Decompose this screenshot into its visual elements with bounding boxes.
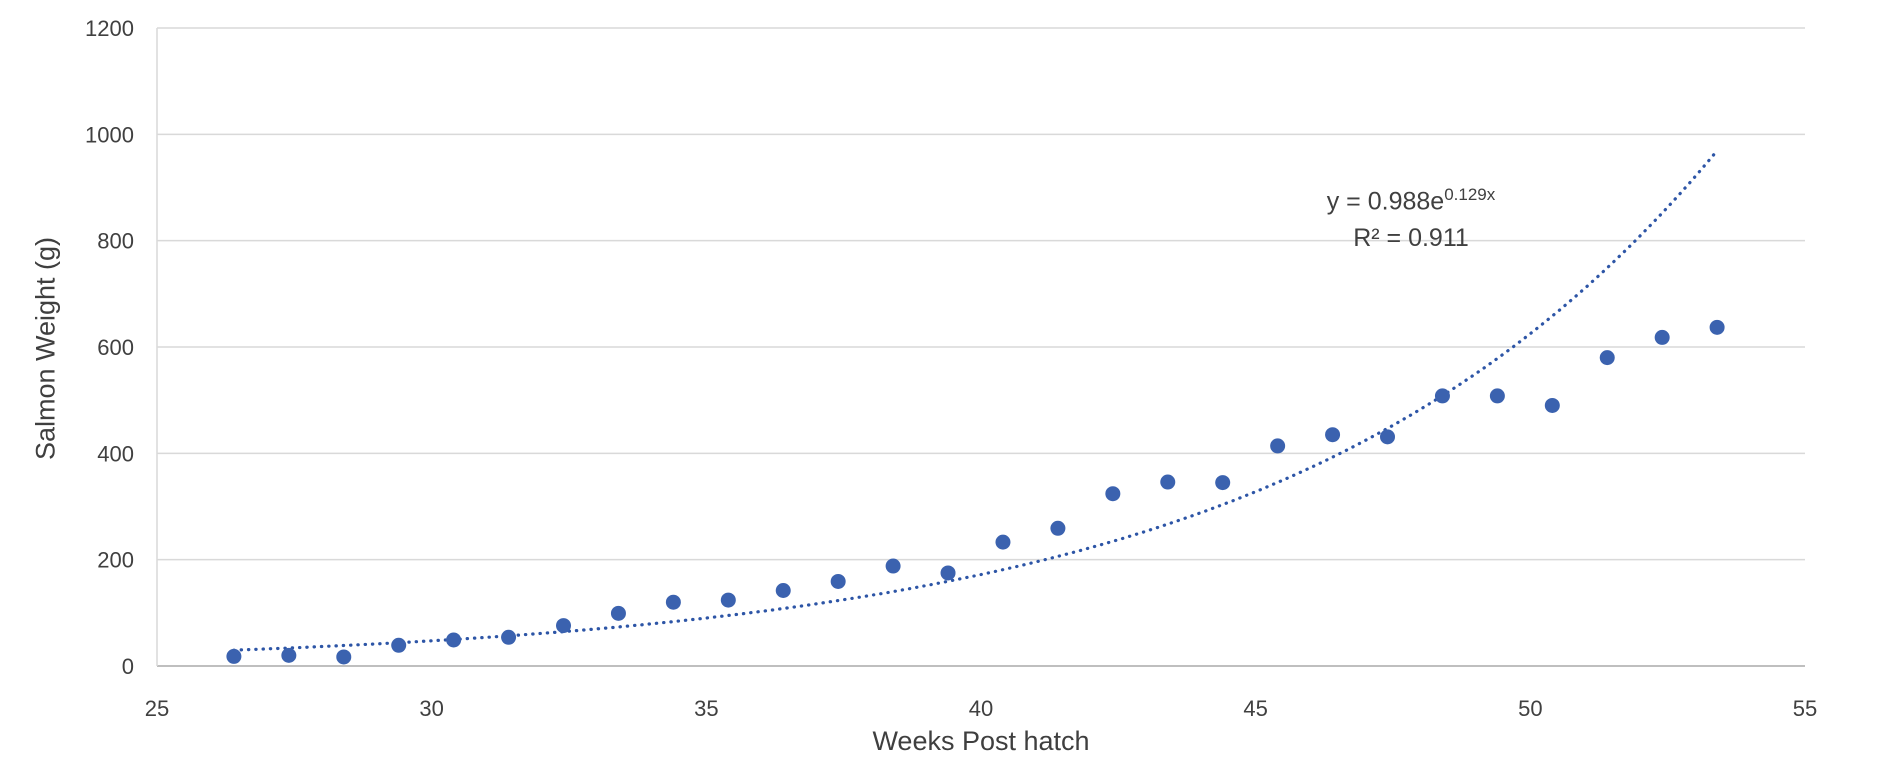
data-point (1434, 388, 1450, 404)
x-tick-label: 35 (694, 696, 718, 721)
data-point (1544, 397, 1560, 413)
trendline (232, 149, 1719, 652)
y-tick-label: 200 (97, 548, 134, 573)
data-point (830, 573, 846, 589)
data-point (1489, 388, 1505, 404)
data-point (281, 647, 297, 663)
trendline-curve (232, 149, 1719, 652)
data-point (446, 632, 462, 648)
data-point (940, 565, 956, 581)
y-axis-title: Salmon Weight (g) (30, 236, 61, 461)
data-point (1599, 350, 1615, 366)
data-point (775, 583, 791, 599)
data-point (1709, 319, 1725, 335)
y-tick-label: 0 (122, 654, 134, 679)
trendline-r-squared: R² = 0.911 (1353, 224, 1469, 253)
x-tick-label: 50 (1518, 696, 1542, 721)
data-point (1160, 474, 1176, 490)
trendline-equation: y = 0.988e0.129x (1326, 185, 1496, 216)
data-points (226, 319, 1725, 665)
data-point (1270, 438, 1286, 454)
data-point (1105, 486, 1121, 502)
data-point (720, 592, 736, 608)
data-point (1050, 520, 1066, 536)
y-tick-label: 1000 (85, 122, 134, 147)
y-tick-label: 1200 (85, 16, 134, 41)
x-axis-title: Weeks Post hatch (872, 726, 1090, 756)
y-tick-label: 600 (97, 335, 134, 360)
y-tick-label: 400 (97, 441, 134, 466)
y-tick-label: 800 (97, 229, 134, 254)
trendline-annotation: y = 0.988e0.129x R² = 0.911 (1260, 176, 1562, 257)
data-point (391, 637, 407, 653)
gridlines (156, 27, 1805, 667)
data-point (1325, 427, 1341, 443)
data-point (501, 629, 517, 645)
data-point (995, 534, 1011, 550)
data-point (226, 648, 242, 664)
x-tick-label: 25 (145, 696, 169, 721)
x-tick-label: 55 (1793, 696, 1817, 721)
data-point (556, 618, 572, 634)
data-point (665, 594, 681, 610)
data-point (1215, 475, 1231, 491)
data-point (336, 649, 352, 665)
data-point (1654, 329, 1670, 345)
x-tick-label: 40 (969, 696, 993, 721)
data-point (1380, 429, 1396, 445)
data-point (885, 558, 901, 574)
x-tick-label: 30 (419, 696, 443, 721)
x-tick-label: 45 (1243, 696, 1267, 721)
axis-tick-labels: 0 200 400 600 800 1000 1200 25 30 35 40 45 50 55 (85, 16, 1817, 721)
data-point (610, 605, 626, 621)
